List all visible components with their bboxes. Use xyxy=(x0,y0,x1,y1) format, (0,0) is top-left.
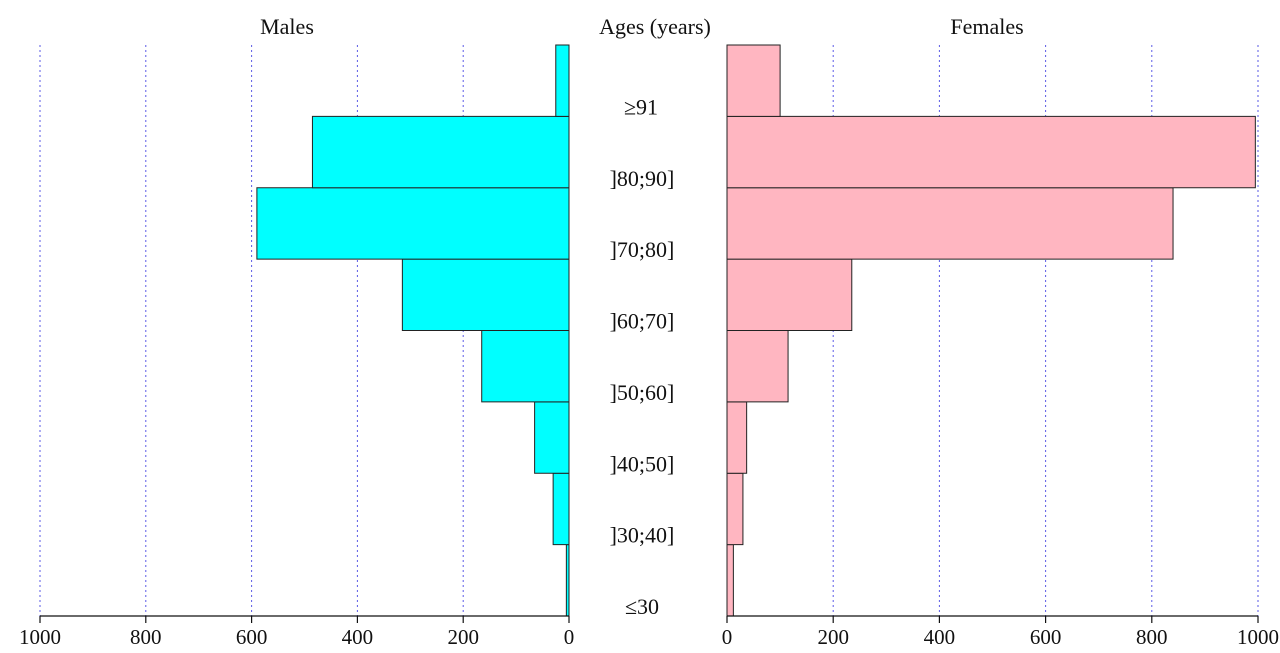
males-x-axis: 0 200 400 600 800 1000 xyxy=(19,615,575,649)
females-bar xyxy=(726,472,744,546)
males-tick-label: 0 xyxy=(564,625,575,649)
males-bar xyxy=(401,258,570,331)
males-tick-label: 200 xyxy=(447,625,479,649)
age-group-label: ]60;70] xyxy=(610,309,675,334)
females-tick-label: 0 xyxy=(722,625,733,649)
age-group-label: ]70;80] xyxy=(610,237,675,262)
females-bar xyxy=(726,115,1256,189)
males-bars xyxy=(256,44,570,617)
females-tick-label: 800 xyxy=(1136,625,1168,649)
males-tick-label: 1000 xyxy=(19,625,61,649)
males-tick-label: 600 xyxy=(236,625,268,649)
females-tick-label: 400 xyxy=(924,625,956,649)
females-tick-label: 1000 xyxy=(1237,625,1279,649)
males-tick-label: 800 xyxy=(130,625,162,649)
males-tick-label: 400 xyxy=(342,625,374,649)
ages-center-title: Ages (years) xyxy=(599,14,711,39)
age-group-label: ]80;90] xyxy=(610,166,675,191)
males-bar xyxy=(552,472,570,546)
males-bar xyxy=(256,187,570,260)
females-tick-label: 200 xyxy=(817,625,849,649)
age-group-label: ]30;40] xyxy=(610,523,675,548)
males-panel-title: Males xyxy=(260,14,314,39)
males-bar xyxy=(565,544,570,617)
age-group-label: ≤30 xyxy=(625,594,659,619)
females-bar xyxy=(726,258,853,331)
females-bars xyxy=(726,44,1256,617)
females-tick-label: 600 xyxy=(1030,625,1062,649)
males-bar xyxy=(311,115,570,189)
females-bar xyxy=(726,187,1174,260)
males-bar xyxy=(481,330,570,403)
age-group-labels: ≤30 ]30;40] ]40;50] ]50;60] ]60;70] ]70;80] ]8… xyxy=(610,94,675,619)
females-bar xyxy=(726,330,789,403)
males-bar xyxy=(534,401,570,474)
females-bar xyxy=(726,401,748,474)
females-bar xyxy=(726,544,734,617)
age-group-label: ]50;60] xyxy=(610,380,675,405)
males-bar xyxy=(555,44,570,117)
females-bar xyxy=(726,44,781,117)
age-group-label: ≥91 xyxy=(624,94,658,119)
females-panel-title: Females xyxy=(950,14,1023,39)
age-group-label: ]40;50] xyxy=(610,451,675,476)
females-x-axis: 0 200 400 600 800 1000 xyxy=(722,615,1279,649)
